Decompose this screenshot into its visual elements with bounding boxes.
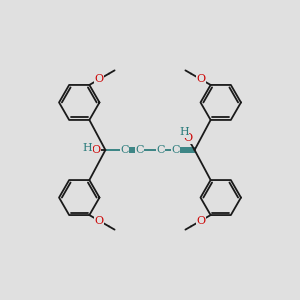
Text: O: O: [94, 74, 104, 84]
Text: C: C: [121, 145, 129, 155]
Text: O: O: [196, 74, 206, 84]
Text: H: H: [83, 143, 92, 153]
Text: C: C: [171, 145, 179, 155]
Text: O: O: [94, 216, 104, 226]
Text: C: C: [135, 145, 144, 155]
Text: O: O: [91, 145, 101, 155]
Text: O: O: [183, 134, 193, 143]
Text: C: C: [156, 145, 165, 155]
Text: O: O: [196, 216, 206, 226]
Text: H: H: [180, 128, 189, 137]
